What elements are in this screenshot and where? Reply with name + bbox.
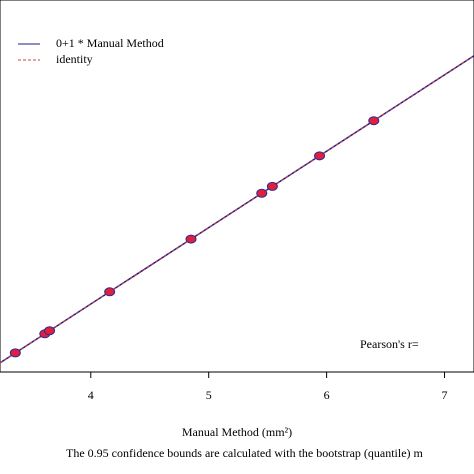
x-tick-label: 5 [206, 388, 212, 402]
point [368, 116, 380, 126]
caption: The 0.95 confidence bounds are calculate… [66, 446, 424, 460]
plot-frame [0, 0, 474, 373]
x-tick-label: 7 [442, 388, 448, 402]
point [266, 181, 278, 191]
point [314, 151, 326, 161]
annotation: Pearson's r= [360, 337, 419, 351]
fit-line [0, 55, 474, 364]
point [185, 234, 197, 244]
point [104, 287, 116, 297]
point [256, 188, 268, 198]
point [44, 326, 56, 336]
legend-label: 0+1 * Manual Method [56, 36, 164, 50]
point [9, 348, 21, 358]
x-axis-label: Manual Method (mm²) [182, 425, 292, 439]
x-tick-label: 6 [324, 388, 330, 402]
x-tick-label: 4 [88, 388, 94, 402]
legend-label: identity [56, 52, 93, 66]
